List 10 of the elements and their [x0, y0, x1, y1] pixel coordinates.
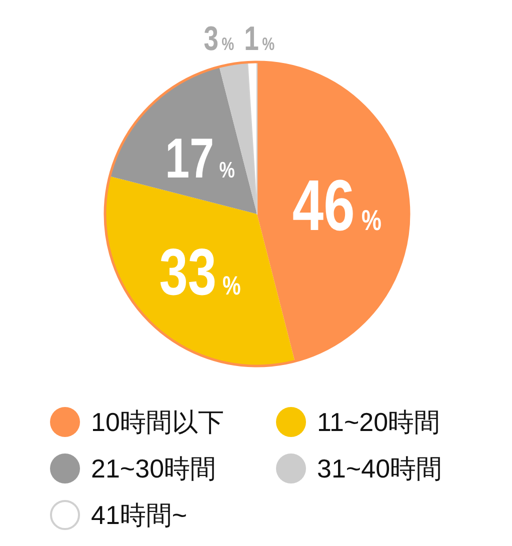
- data-label: 33%: [159, 236, 241, 310]
- data-label: 17%: [165, 126, 235, 190]
- data-label: 46%: [292, 165, 382, 246]
- data-label: 1%: [244, 20, 275, 58]
- legend-label: 31~40時間: [317, 454, 442, 484]
- data-label: 3%: [204, 20, 234, 58]
- legend-label: 41時間~: [91, 500, 188, 530]
- legend-label: 11~20時間: [317, 407, 440, 437]
- legend-label: 10時間以下: [91, 407, 224, 437]
- legend-label: 21~30時間: [91, 454, 216, 484]
